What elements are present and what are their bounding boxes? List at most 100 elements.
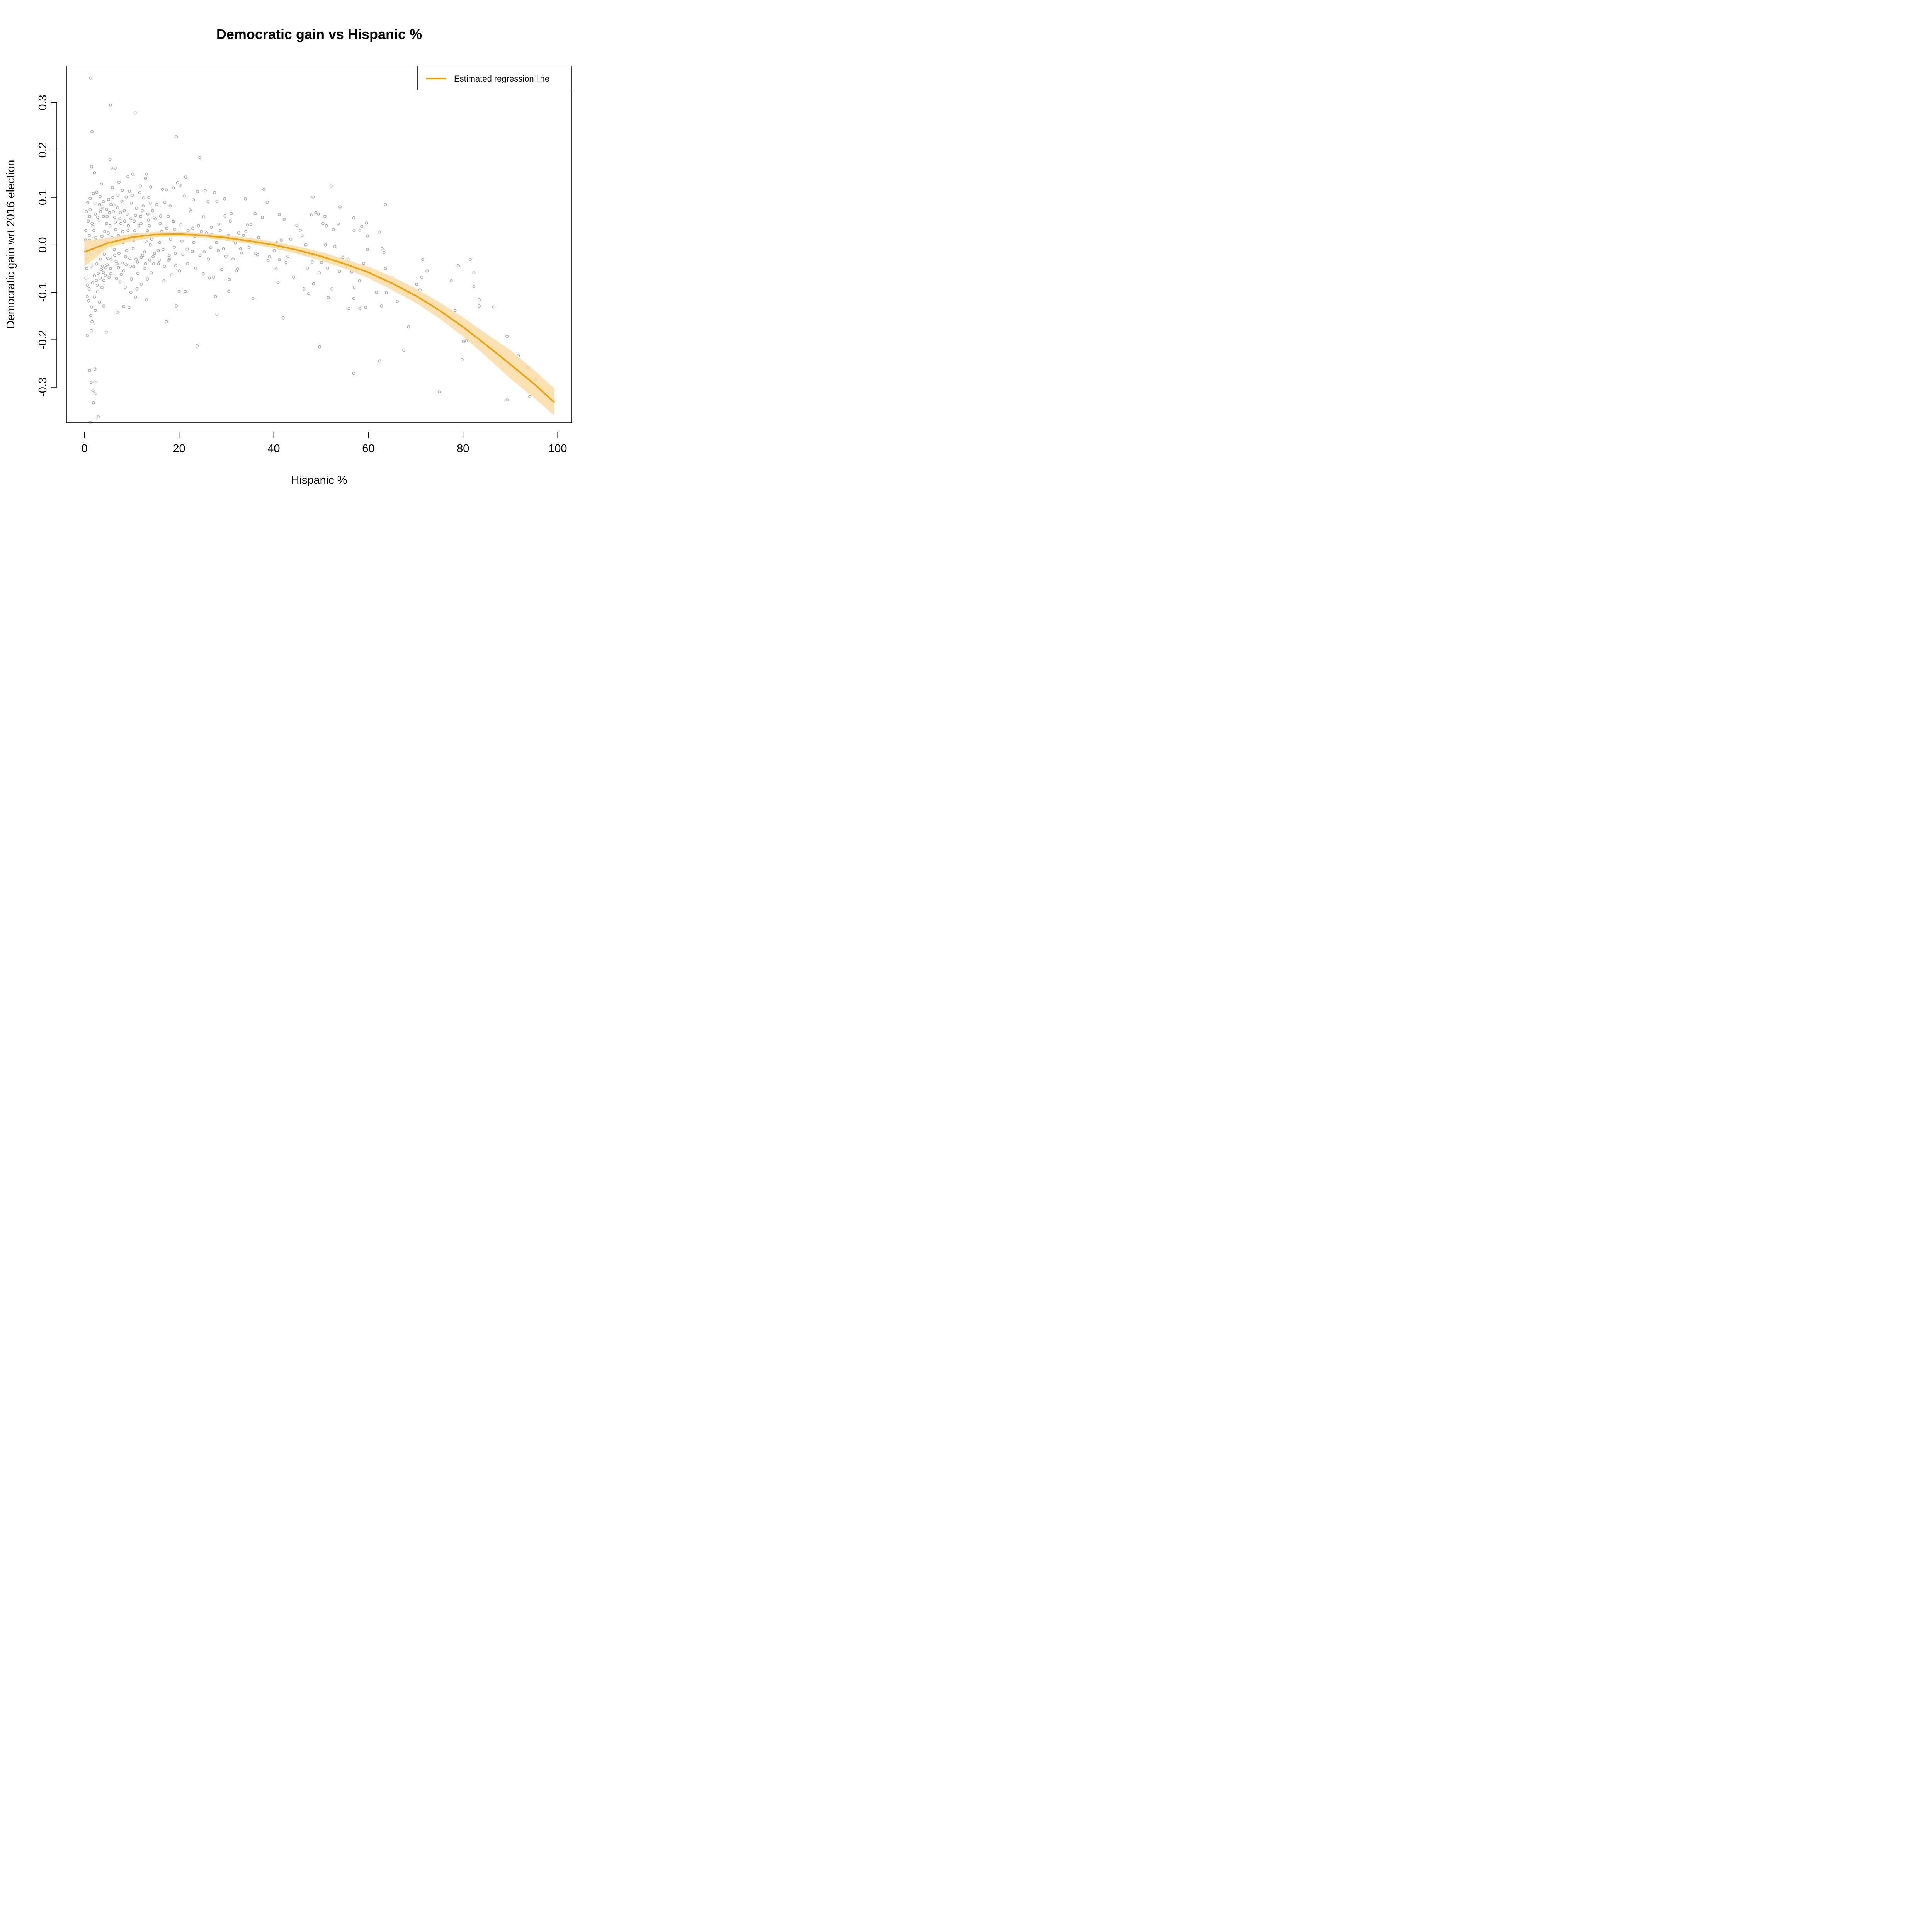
data-point [87, 287, 91, 291]
data-point [453, 309, 457, 312]
data-point [462, 340, 465, 344]
data-point [95, 190, 99, 194]
data-point [134, 214, 137, 217]
data-point [90, 222, 94, 225]
data-point [420, 276, 423, 279]
data-point [338, 270, 341, 273]
data-point [148, 224, 151, 228]
data-point [318, 345, 321, 349]
data-point [306, 266, 309, 270]
data-point [114, 220, 117, 224]
data-point [295, 224, 299, 227]
data-point [156, 262, 160, 265]
data-point [396, 299, 399, 303]
data-point [144, 262, 147, 265]
regression-line [84, 233, 555, 403]
data-point [122, 269, 126, 273]
data-point [88, 420, 92, 424]
data-point [244, 230, 248, 233]
data-point [115, 310, 119, 314]
data-point [101, 264, 104, 268]
data-point [95, 262, 99, 265]
data-point [109, 257, 113, 261]
data-point [89, 381, 93, 384]
data-point [93, 171, 96, 175]
data-point [165, 320, 168, 323]
data-point [90, 320, 94, 323]
data-point [209, 246, 213, 250]
data-point [468, 258, 472, 261]
data-point [146, 212, 150, 216]
data-point [292, 276, 295, 279]
data-point [92, 401, 95, 405]
data-point [138, 191, 141, 194]
data-point [360, 224, 364, 228]
data-point [278, 258, 281, 261]
data-point [133, 229, 136, 232]
data-point [326, 266, 329, 270]
data-point [317, 271, 321, 275]
data-point [144, 177, 147, 180]
data-point [274, 267, 278, 271]
data-point [85, 295, 89, 298]
data-point [99, 210, 102, 213]
data-point [128, 257, 132, 260]
data-point [105, 263, 109, 267]
data-point [111, 186, 114, 189]
data-point [336, 222, 340, 226]
x-tick-label: 20 [173, 442, 185, 455]
data-point [231, 257, 235, 261]
data-point [202, 215, 206, 219]
data-point [321, 222, 325, 225]
data-point [139, 255, 143, 259]
data-point [186, 262, 189, 265]
data-point [323, 243, 327, 247]
data-point [86, 201, 90, 204]
data-point [380, 247, 384, 250]
data-point [108, 224, 112, 228]
data-point [281, 316, 285, 320]
data-point [100, 286, 104, 289]
data-point [242, 234, 245, 237]
data-point [192, 241, 196, 244]
data-point [170, 273, 174, 277]
data-point [90, 305, 93, 309]
data-point [93, 380, 97, 384]
data-point [197, 224, 200, 228]
data-point [85, 210, 88, 213]
data-point [177, 289, 181, 293]
x-tick-label: 100 [548, 442, 567, 455]
data-point [117, 252, 121, 255]
data-point [227, 289, 231, 293]
data-point [169, 237, 172, 241]
data-point [112, 210, 115, 213]
data-point [173, 245, 176, 249]
data-point [172, 220, 175, 223]
data-point [171, 219, 175, 223]
data-point [152, 216, 156, 219]
chart-title: Democratic gain vs Hispanic % [216, 26, 422, 42]
data-point [325, 224, 328, 228]
data-point [134, 257, 138, 261]
data-point [139, 215, 143, 218]
data-point [144, 239, 148, 243]
data-point [112, 203, 116, 207]
data-point [94, 236, 97, 240]
data-point [284, 261, 288, 264]
data-point [279, 238, 283, 242]
data-point [314, 211, 318, 214]
data-point [253, 212, 257, 215]
data-point [161, 188, 164, 191]
data-point [89, 314, 92, 317]
data-point [186, 229, 190, 232]
data-point [332, 228, 335, 231]
data-point [102, 279, 105, 282]
data-point [87, 299, 90, 303]
data-point [129, 201, 133, 205]
data-point [94, 212, 97, 216]
data-point [347, 307, 351, 310]
data-point [302, 287, 306, 291]
data-point [137, 224, 141, 228]
data-point [173, 252, 177, 255]
data-point [425, 269, 429, 273]
